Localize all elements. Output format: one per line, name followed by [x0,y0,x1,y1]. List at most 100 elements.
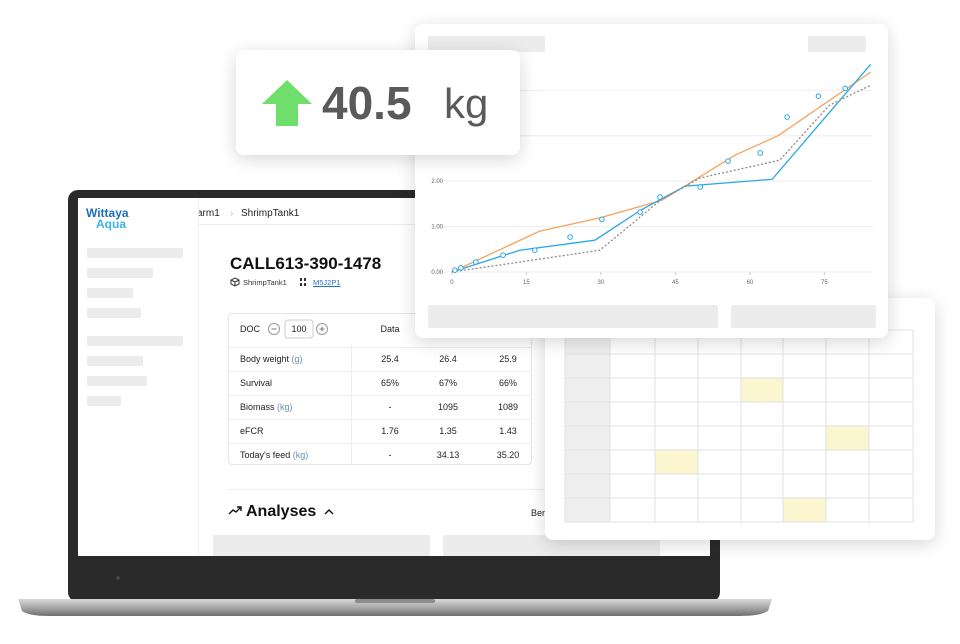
data-table: DOC 100 Data Body weight (g) 25.4 26.4 25.9 Sur… [228,313,532,465]
y-tick-label: 0.00 [431,270,443,276]
doc-label: DOC [240,324,260,334]
data-point [784,114,790,120]
data-point [657,194,663,200]
menu-placeholder[interactable] [87,356,143,366]
panel-placeholder [443,535,660,556]
stepper-icons [268,319,328,339]
pond-title: CALL613-390-1478 [230,254,382,273]
data-point [567,234,573,240]
highlight-cell [655,450,698,474]
menu-placeholder[interactable] [87,288,133,298]
breadcrumb-item[interactable]: ShrimpTank1 [241,208,300,219]
table-cell: 25.9 [499,354,517,364]
table-cell: 1089 [497,402,519,412]
trend-icon [228,506,242,515]
table-cell: 25.4 [381,354,399,364]
y-tick-label: 2.00 [431,179,443,185]
table-cell: 35.20 [496,450,520,460]
location-icon [300,278,306,286]
data-line [451,84,871,273]
menu-placeholder[interactable] [87,336,183,346]
divider [228,489,710,490]
logo-line: Wittaya [86,206,129,220]
row-divider [229,371,531,372]
row-label: Biomass (kg) [240,402,293,412]
breadcrumb-item: arm1 [197,208,220,219]
table-cell: 66% [498,378,518,388]
x-tick-label: 75 [821,280,828,286]
row-label: eFCR [240,426,264,436]
kpi-card: 40.5 kg [236,50,520,155]
row-divider [229,347,531,348]
tank-icon [230,277,240,287]
sidebar: Wittaya Aqua [78,198,199,556]
row-unit: (kg) [292,450,309,460]
camera [116,576,120,580]
x-tick-label: 15 [523,280,530,286]
table-cell: 1.76 [381,426,399,436]
tank-name: ShrimpTank1 [243,278,287,287]
highlight-cell [741,378,783,402]
menu-placeholder[interactable] [87,248,183,258]
menu-placeholder[interactable] [87,396,121,406]
data-point [842,85,849,92]
plus-button[interactable] [316,323,328,335]
postal-code[interactable]: M5J2P1 [313,278,341,287]
data-point [697,184,704,190]
menu-placeholder[interactable] [87,268,153,278]
collapse-icon[interactable] [324,508,334,516]
menu-placeholder[interactable] [87,376,147,386]
data-point [472,259,479,265]
panel-placeholder [213,535,430,556]
table-cell: 67% [438,378,458,388]
table-cell: - [388,402,392,412]
logo-line: Aqua [96,217,126,231]
row-label: Today's feed (kg) [240,450,309,460]
column-header: Data [380,324,400,334]
kpi-unit: kg [444,80,489,127]
row-label: Body weight (g) [240,354,303,364]
laptop-base [18,599,772,616]
minus-button[interactable] [268,323,280,335]
data-line [451,71,871,273]
notch [355,599,435,603]
menu-placeholder[interactable] [87,308,141,318]
row-unit: (g) [291,354,303,364]
button-placeholder[interactable] [808,36,866,52]
footer-placeholder [428,305,718,328]
data-point [815,93,822,99]
x-tick-label: 30 [598,280,605,286]
stepper [268,319,328,339]
table-cell: 34.13 [436,450,460,460]
data-point [452,267,458,273]
doc-input[interactable] [284,319,314,339]
up-arrow [262,80,312,126]
highlight-cell [826,426,869,450]
title-placeholder [428,36,545,52]
row-label: Survival [240,378,273,388]
data-point [458,265,464,271]
logo[interactable]: Wittaya Aqua [86,206,129,231]
column-divider [351,344,352,464]
table-cell: 1.35 [439,426,457,436]
y-tick-label: 1.00 [431,225,443,231]
calendar-card [545,298,935,540]
data-point [599,216,605,223]
data-point [637,209,643,215]
data-point [532,247,538,253]
row-divider [229,443,531,444]
data-point [725,158,731,164]
table-cell: 1.43 [499,426,517,436]
analyses-title[interactable]: Analyses [246,503,317,520]
row-divider [229,395,531,396]
table-cell: 26.4 [439,354,457,364]
table-cell: 1095 [437,402,459,412]
x-tick-label: 60 [747,280,754,286]
analyses-tab[interactable]: Ber [531,508,546,518]
data-point [500,252,506,258]
table-cell: - [388,450,392,460]
kpi-value: 40.5 [322,77,412,129]
doc-value: 100 [291,324,307,334]
